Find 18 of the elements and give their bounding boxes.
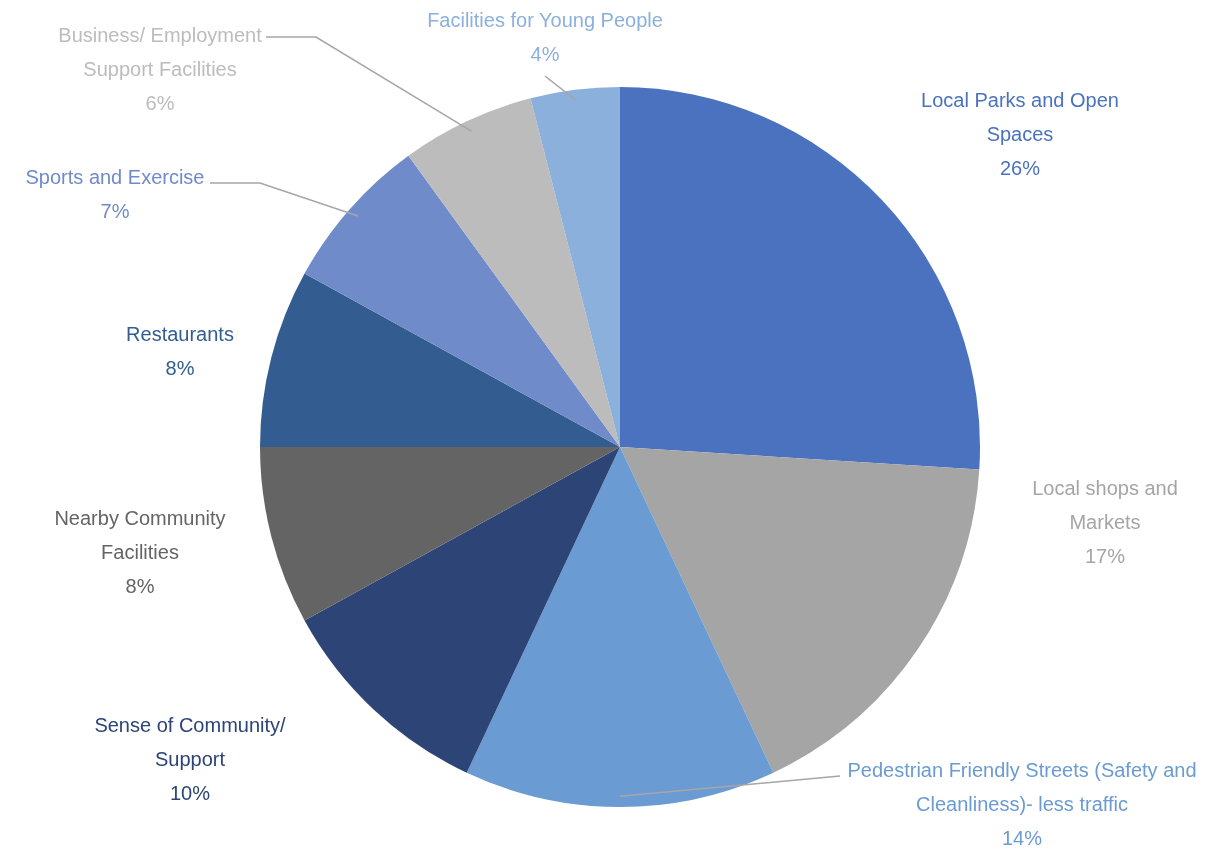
data-label: 17% <box>1084 544 1126 567</box>
slice-label: Nearby Community Facilities <box>54 506 226 563</box>
slice-label: Sports and Exercise <box>25 165 205 188</box>
data-label: 4% <box>530 42 560 65</box>
data-label: 26% <box>999 156 1041 179</box>
slice-label: Sense of Community/ Support <box>94 713 287 770</box>
slice-label: Pedestrian Friendly Streets (Safety and Cleanliness)- less traffic <box>847 758 1197 815</box>
data-label: 14% <box>1001 826 1043 849</box>
data-label: 8% <box>125 574 155 597</box>
slice-label: Restaurants <box>126 322 234 345</box>
data-label: 7% <box>100 199 130 222</box>
data-label: 8% <box>165 356 195 379</box>
slice-label: Business/ Employment Support Facilities <box>58 23 263 80</box>
slice-label: Local shops and Markets <box>1032 476 1178 533</box>
slice-label: Local Parks and Open Spaces <box>921 88 1119 145</box>
data-label: 10% <box>169 781 211 804</box>
data-label: 6% <box>145 91 175 114</box>
slice-label: Facilities for Young People <box>427 8 663 31</box>
